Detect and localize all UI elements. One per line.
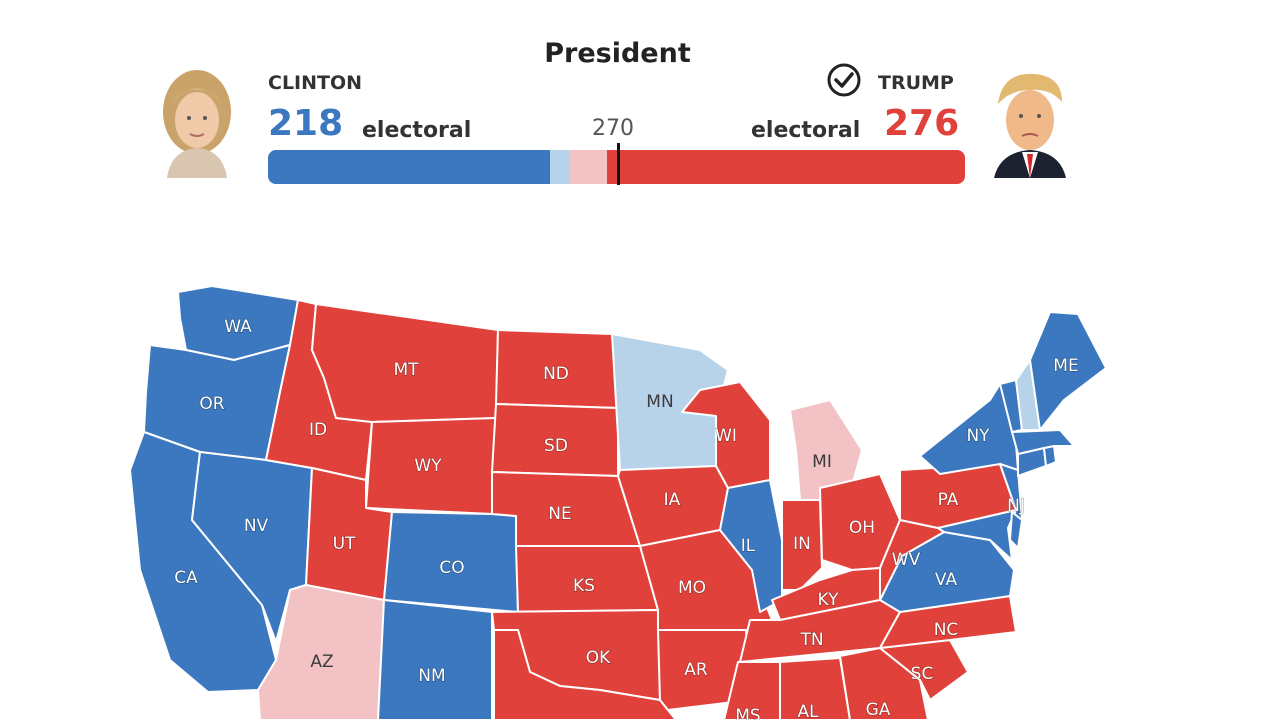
state-ga[interactable] — [839, 647, 929, 720]
state-label-ar: AR — [684, 660, 708, 680]
state-in[interactable] — [781, 499, 823, 591]
bar-segment-lean-dem — [550, 150, 570, 184]
state-label-nj: NJ — [1007, 496, 1025, 516]
state-label-wv: WV — [892, 550, 921, 570]
state-label-co: CO — [439, 558, 464, 578]
electoral-vote-bar — [268, 150, 965, 184]
state-de[interactable] — [1009, 511, 1023, 549]
race-title: President — [544, 38, 691, 69]
state-label-me: ME — [1053, 356, 1078, 376]
state-label-mi: MI — [812, 452, 832, 472]
state-il[interactable] — [719, 479, 783, 613]
state-label-wy: WY — [414, 456, 442, 476]
trump-portrait — [994, 73, 1066, 178]
threshold-marker — [617, 143, 620, 185]
clinton-portrait — [163, 70, 231, 178]
state-label-id: ID — [309, 420, 327, 440]
state-label-ne: NE — [548, 504, 571, 524]
check-circle-icon — [827, 63, 861, 97]
state-label-ny: NY — [966, 426, 990, 446]
state-ar[interactable] — [657, 629, 751, 711]
state-ms[interactable] — [723, 661, 781, 720]
state-label-nv: NV — [244, 516, 269, 536]
trump-electoral-label: electoral — [751, 118, 861, 143]
state-label-mn: MN — [646, 392, 673, 412]
state-label-ok: OK — [586, 648, 611, 668]
state-tx[interactable] — [493, 629, 677, 720]
state-label-wa: WA — [224, 317, 252, 337]
state-label-ut: UT — [333, 534, 356, 554]
state-label-ky: KY — [818, 590, 840, 610]
state-label-mt: MT — [393, 360, 419, 380]
state-label-nc: NC — [934, 620, 959, 640]
threshold-label: 270 — [592, 116, 634, 141]
state-nm[interactable] — [377, 599, 493, 720]
state-al[interactable] — [779, 657, 851, 720]
state-label-or: OR — [199, 394, 224, 414]
clinton-name: CLINTON — [268, 72, 363, 94]
state-label-in: IN — [793, 534, 811, 554]
state-md[interactable] — [937, 509, 1017, 561]
state-label-ca: CA — [174, 568, 198, 588]
state-label-sd: SD — [544, 436, 568, 456]
state-ma[interactable] — [1011, 429, 1075, 455]
state-label-ms: MS — [735, 706, 760, 720]
state-label-oh: OH — [849, 518, 875, 538]
state-label-nd: ND — [543, 364, 569, 384]
state-me[interactable] — [1029, 311, 1107, 431]
state-label-nm: NM — [418, 666, 445, 686]
state-nc[interactable] — [879, 595, 1017, 649]
trump-name: TRUMP — [878, 72, 954, 94]
state-label-mo: MO — [678, 578, 706, 598]
state-label-pa: PA — [938, 490, 959, 510]
bar-segment-lean-rep — [568, 150, 608, 184]
state-label-tn: TN — [799, 630, 823, 650]
clinton-electoral-label: electoral — [362, 118, 472, 143]
state-label-wi: WI — [715, 426, 737, 446]
bar-segment-dem — [268, 150, 551, 184]
state-label-il: IL — [741, 536, 756, 556]
state-label-ia: IA — [664, 490, 681, 510]
state-label-az: AZ — [310, 652, 333, 672]
state-label-sc: SC — [911, 664, 934, 684]
bar-segment-rep — [607, 150, 965, 184]
state-label-va: VA — [935, 570, 958, 590]
state-label-ga: GA — [866, 700, 891, 720]
state-label-ks: KS — [573, 576, 595, 596]
trump-electoral-votes: 276 — [884, 103, 960, 144]
state-label-al: AL — [797, 702, 819, 720]
clinton-electoral-votes: 218 — [268, 103, 344, 144]
state-ri[interactable] — [1043, 445, 1057, 467]
